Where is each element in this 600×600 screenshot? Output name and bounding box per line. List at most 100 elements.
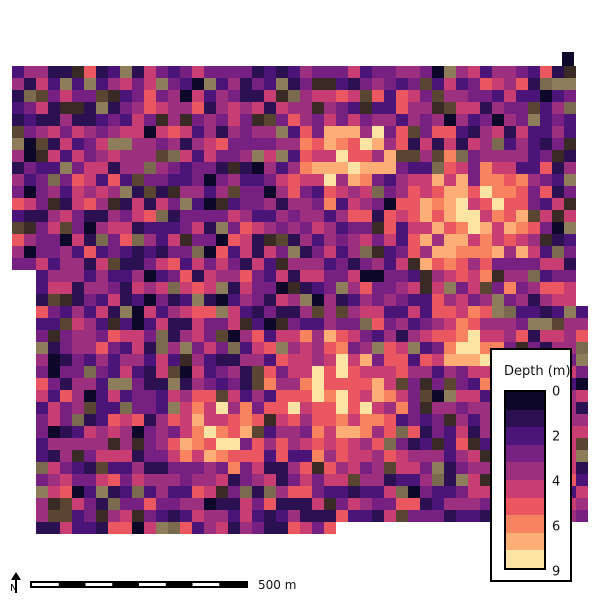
raster-cell	[384, 462, 396, 474]
raster-cell	[36, 510, 48, 522]
raster-cell	[216, 318, 228, 330]
raster-cell	[180, 66, 192, 78]
raster-cell	[504, 318, 516, 330]
raster-cell	[348, 342, 360, 354]
raster-cell	[60, 174, 72, 186]
raster-cell	[396, 462, 408, 474]
raster-cell	[480, 414, 492, 426]
raster-cell	[36, 78, 48, 90]
raster-cell	[288, 486, 300, 498]
raster-cell	[528, 90, 540, 102]
raster-cell	[300, 354, 312, 366]
legend-swatch	[506, 550, 544, 568]
raster-cell	[408, 270, 420, 282]
legend-swatch	[506, 497, 544, 516]
raster-cell	[240, 114, 252, 126]
raster-cell	[264, 522, 276, 534]
raster-cell	[228, 318, 240, 330]
raster-cell	[60, 522, 72, 534]
raster-cell	[216, 390, 228, 402]
raster-cell	[240, 402, 252, 414]
raster-cell	[252, 270, 264, 282]
raster-cell	[144, 306, 156, 318]
raster-cell	[60, 474, 72, 486]
raster-cell	[360, 450, 372, 462]
raster-cell	[84, 366, 96, 378]
raster-cell	[168, 66, 180, 78]
raster-cell	[12, 186, 24, 198]
raster-cell	[432, 498, 444, 510]
raster-cell	[276, 426, 288, 438]
raster-cell	[348, 462, 360, 474]
raster-cell	[240, 78, 252, 90]
raster-cell	[108, 270, 120, 282]
raster-cell	[144, 210, 156, 222]
raster-cell	[264, 378, 276, 390]
raster-cell	[468, 378, 480, 390]
raster-cell	[372, 258, 384, 270]
raster-cell	[276, 126, 288, 138]
raster-cell	[228, 366, 240, 378]
raster-cell	[168, 210, 180, 222]
raster-cell	[120, 114, 132, 126]
raster-cell	[372, 354, 384, 366]
raster-cell	[264, 150, 276, 162]
raster-cell	[264, 486, 276, 498]
raster-cell	[312, 198, 324, 210]
raster-cell	[168, 330, 180, 342]
raster-cell	[300, 234, 312, 246]
raster-cell	[456, 258, 468, 270]
raster-cell	[312, 486, 324, 498]
raster-cell	[204, 318, 216, 330]
raster-cell	[216, 186, 228, 198]
raster-cell	[444, 150, 456, 162]
raster-cell	[180, 186, 192, 198]
raster-cell	[336, 318, 348, 330]
raster-cell	[348, 390, 360, 402]
raster-cell	[192, 66, 204, 78]
raster-cell	[156, 162, 168, 174]
raster-cell	[348, 198, 360, 210]
raster-cell	[348, 246, 360, 258]
raster-cell	[276, 222, 288, 234]
raster-cell	[384, 390, 396, 402]
raster-cell	[60, 102, 72, 114]
raster-cell	[60, 378, 72, 390]
raster-cell	[372, 222, 384, 234]
raster-cell	[384, 498, 396, 510]
raster-cell	[564, 294, 576, 306]
raster-cell	[96, 426, 108, 438]
raster-cell	[36, 462, 48, 474]
raster-cell	[324, 294, 336, 306]
raster-cell	[492, 174, 504, 186]
raster-cell	[324, 78, 336, 90]
raster-cell	[300, 162, 312, 174]
raster-cell	[468, 414, 480, 426]
raster-cell	[72, 522, 84, 534]
raster-cell	[288, 150, 300, 162]
raster-cell	[144, 150, 156, 162]
raster-cell	[360, 258, 372, 270]
raster-cell	[192, 450, 204, 462]
raster-cell	[384, 174, 396, 186]
raster-cell	[168, 402, 180, 414]
raster-cell	[240, 426, 252, 438]
raster-cell	[72, 138, 84, 150]
raster-cell	[432, 354, 444, 366]
raster-cell	[144, 282, 156, 294]
raster-cell	[132, 402, 144, 414]
raster-cell	[408, 354, 420, 366]
raster-cell	[528, 150, 540, 162]
raster-cell	[96, 330, 108, 342]
raster-cell	[60, 90, 72, 102]
raster-cell	[336, 186, 348, 198]
raster-cell	[192, 474, 204, 486]
raster-cell	[156, 138, 168, 150]
raster-cell	[24, 114, 36, 126]
raster-cell	[216, 450, 228, 462]
raster-cell	[576, 486, 588, 498]
raster-cell	[48, 282, 60, 294]
raster-cell	[288, 414, 300, 426]
raster-cell	[360, 78, 372, 90]
raster-cell	[300, 498, 312, 510]
